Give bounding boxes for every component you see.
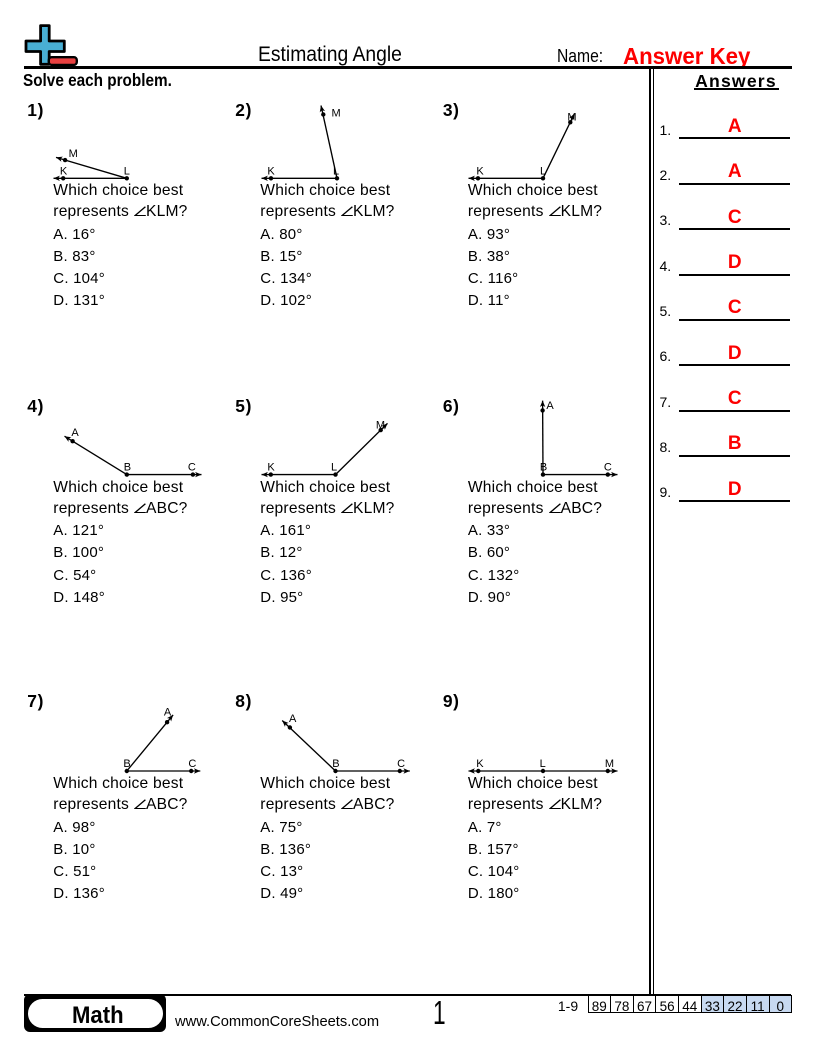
svg-text:M: M (69, 148, 78, 160)
svg-text:K: K (267, 461, 275, 473)
svg-text:B: B (332, 758, 339, 770)
svg-text:A: A (71, 427, 79, 439)
svg-text:C: C (188, 461, 196, 473)
svg-text:L: L (124, 165, 130, 177)
svg-text:A: A (289, 713, 297, 725)
svg-text:M: M (332, 108, 341, 120)
svg-text:B: B (123, 758, 130, 770)
svg-text:C: C (397, 758, 405, 770)
svg-text:K: K (476, 165, 484, 177)
svg-text:A: A (164, 707, 172, 719)
svg-text:B: B (124, 461, 131, 473)
svg-text:A: A (546, 400, 554, 412)
svg-text:M: M (376, 420, 385, 432)
svg-text:K: K (476, 758, 484, 770)
svg-text:L: L (540, 165, 546, 177)
svg-text:B: B (540, 461, 547, 473)
svg-text:M: M (605, 758, 614, 770)
svg-text:L: L (540, 758, 546, 770)
svg-text:K: K (267, 165, 275, 177)
svg-text:C: C (188, 758, 196, 770)
svg-text:L: L (331, 461, 337, 473)
svg-text:C: C (604, 461, 612, 473)
svg-text:M: M (567, 112, 576, 124)
svg-text:K: K (60, 165, 68, 177)
svg-text:L: L (333, 166, 339, 178)
